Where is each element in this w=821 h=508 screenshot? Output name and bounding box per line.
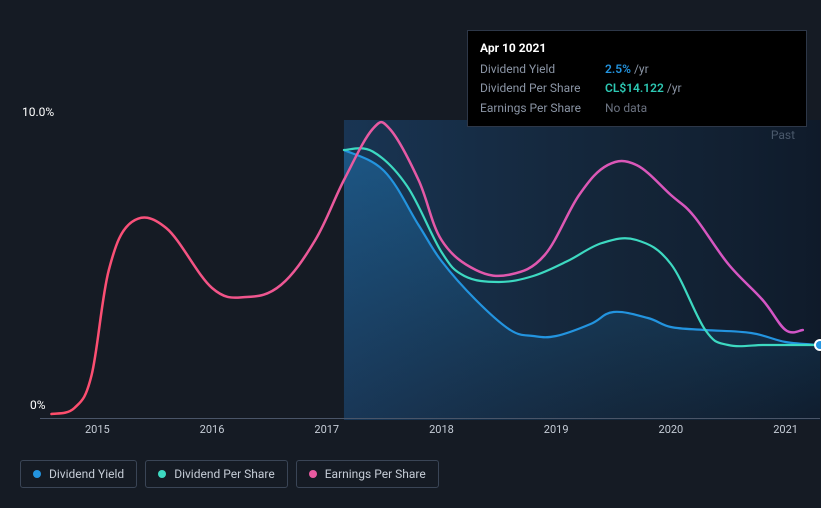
tooltip-date: Apr 10 2021 xyxy=(480,39,794,58)
x-tick-2018: 2018 xyxy=(429,423,454,436)
tooltip-label: Dividend Yield xyxy=(480,60,605,79)
legend-dot-icon xyxy=(309,470,317,478)
cursor-dot[interactable] xyxy=(815,340,821,350)
legend-item-earnings-per-share[interactable]: Earnings Per Share xyxy=(296,460,439,488)
tooltip-value: 2.5% xyxy=(605,60,631,79)
legend-item-dividend-per-share[interactable]: Dividend Per Share xyxy=(145,460,288,488)
legend-label: Dividend Per Share xyxy=(174,467,275,481)
x-tick-2017: 2017 xyxy=(314,423,339,436)
tooltip-row: Dividend Yield2.5% /yr xyxy=(480,60,794,79)
y-axis-max-label: 10.0% xyxy=(22,105,54,119)
tooltip-label: Dividend Per Share xyxy=(480,79,605,98)
x-tick-2021: 2021 xyxy=(773,423,798,436)
legend-dot-icon xyxy=(158,470,166,478)
tooltip-unit: /yr xyxy=(634,60,649,79)
legend-item-dividend-yield[interactable]: Dividend Yield xyxy=(20,460,137,488)
tooltip-unit: /yr xyxy=(667,79,682,98)
x-tick-2020: 2020 xyxy=(659,423,684,436)
legend-dot-icon xyxy=(33,470,41,478)
legend-label: Earnings Per Share xyxy=(325,467,426,481)
x-axis-line xyxy=(40,418,820,419)
x-tick-2016: 2016 xyxy=(200,423,225,436)
x-tick-2019: 2019 xyxy=(544,423,569,436)
tooltip-label: Earnings Per Share xyxy=(480,99,605,118)
tooltip-value: CL$14.122 xyxy=(605,79,664,98)
tooltip-row: Earnings Per ShareNo data xyxy=(480,99,794,118)
tooltip-row: Dividend Per ShareCL$14.122 /yr xyxy=(480,79,794,98)
chart-plot[interactable] xyxy=(40,120,820,420)
tooltip-value: No data xyxy=(605,99,647,118)
legend: Dividend Yield Dividend Per Share Earnings… xyxy=(20,460,439,488)
x-tick-2015: 2015 xyxy=(85,423,110,436)
chart-tooltip: Apr 10 2021 Dividend Yield2.5% /yrDivide… xyxy=(467,30,807,127)
legend-label: Dividend Yield xyxy=(49,467,124,481)
